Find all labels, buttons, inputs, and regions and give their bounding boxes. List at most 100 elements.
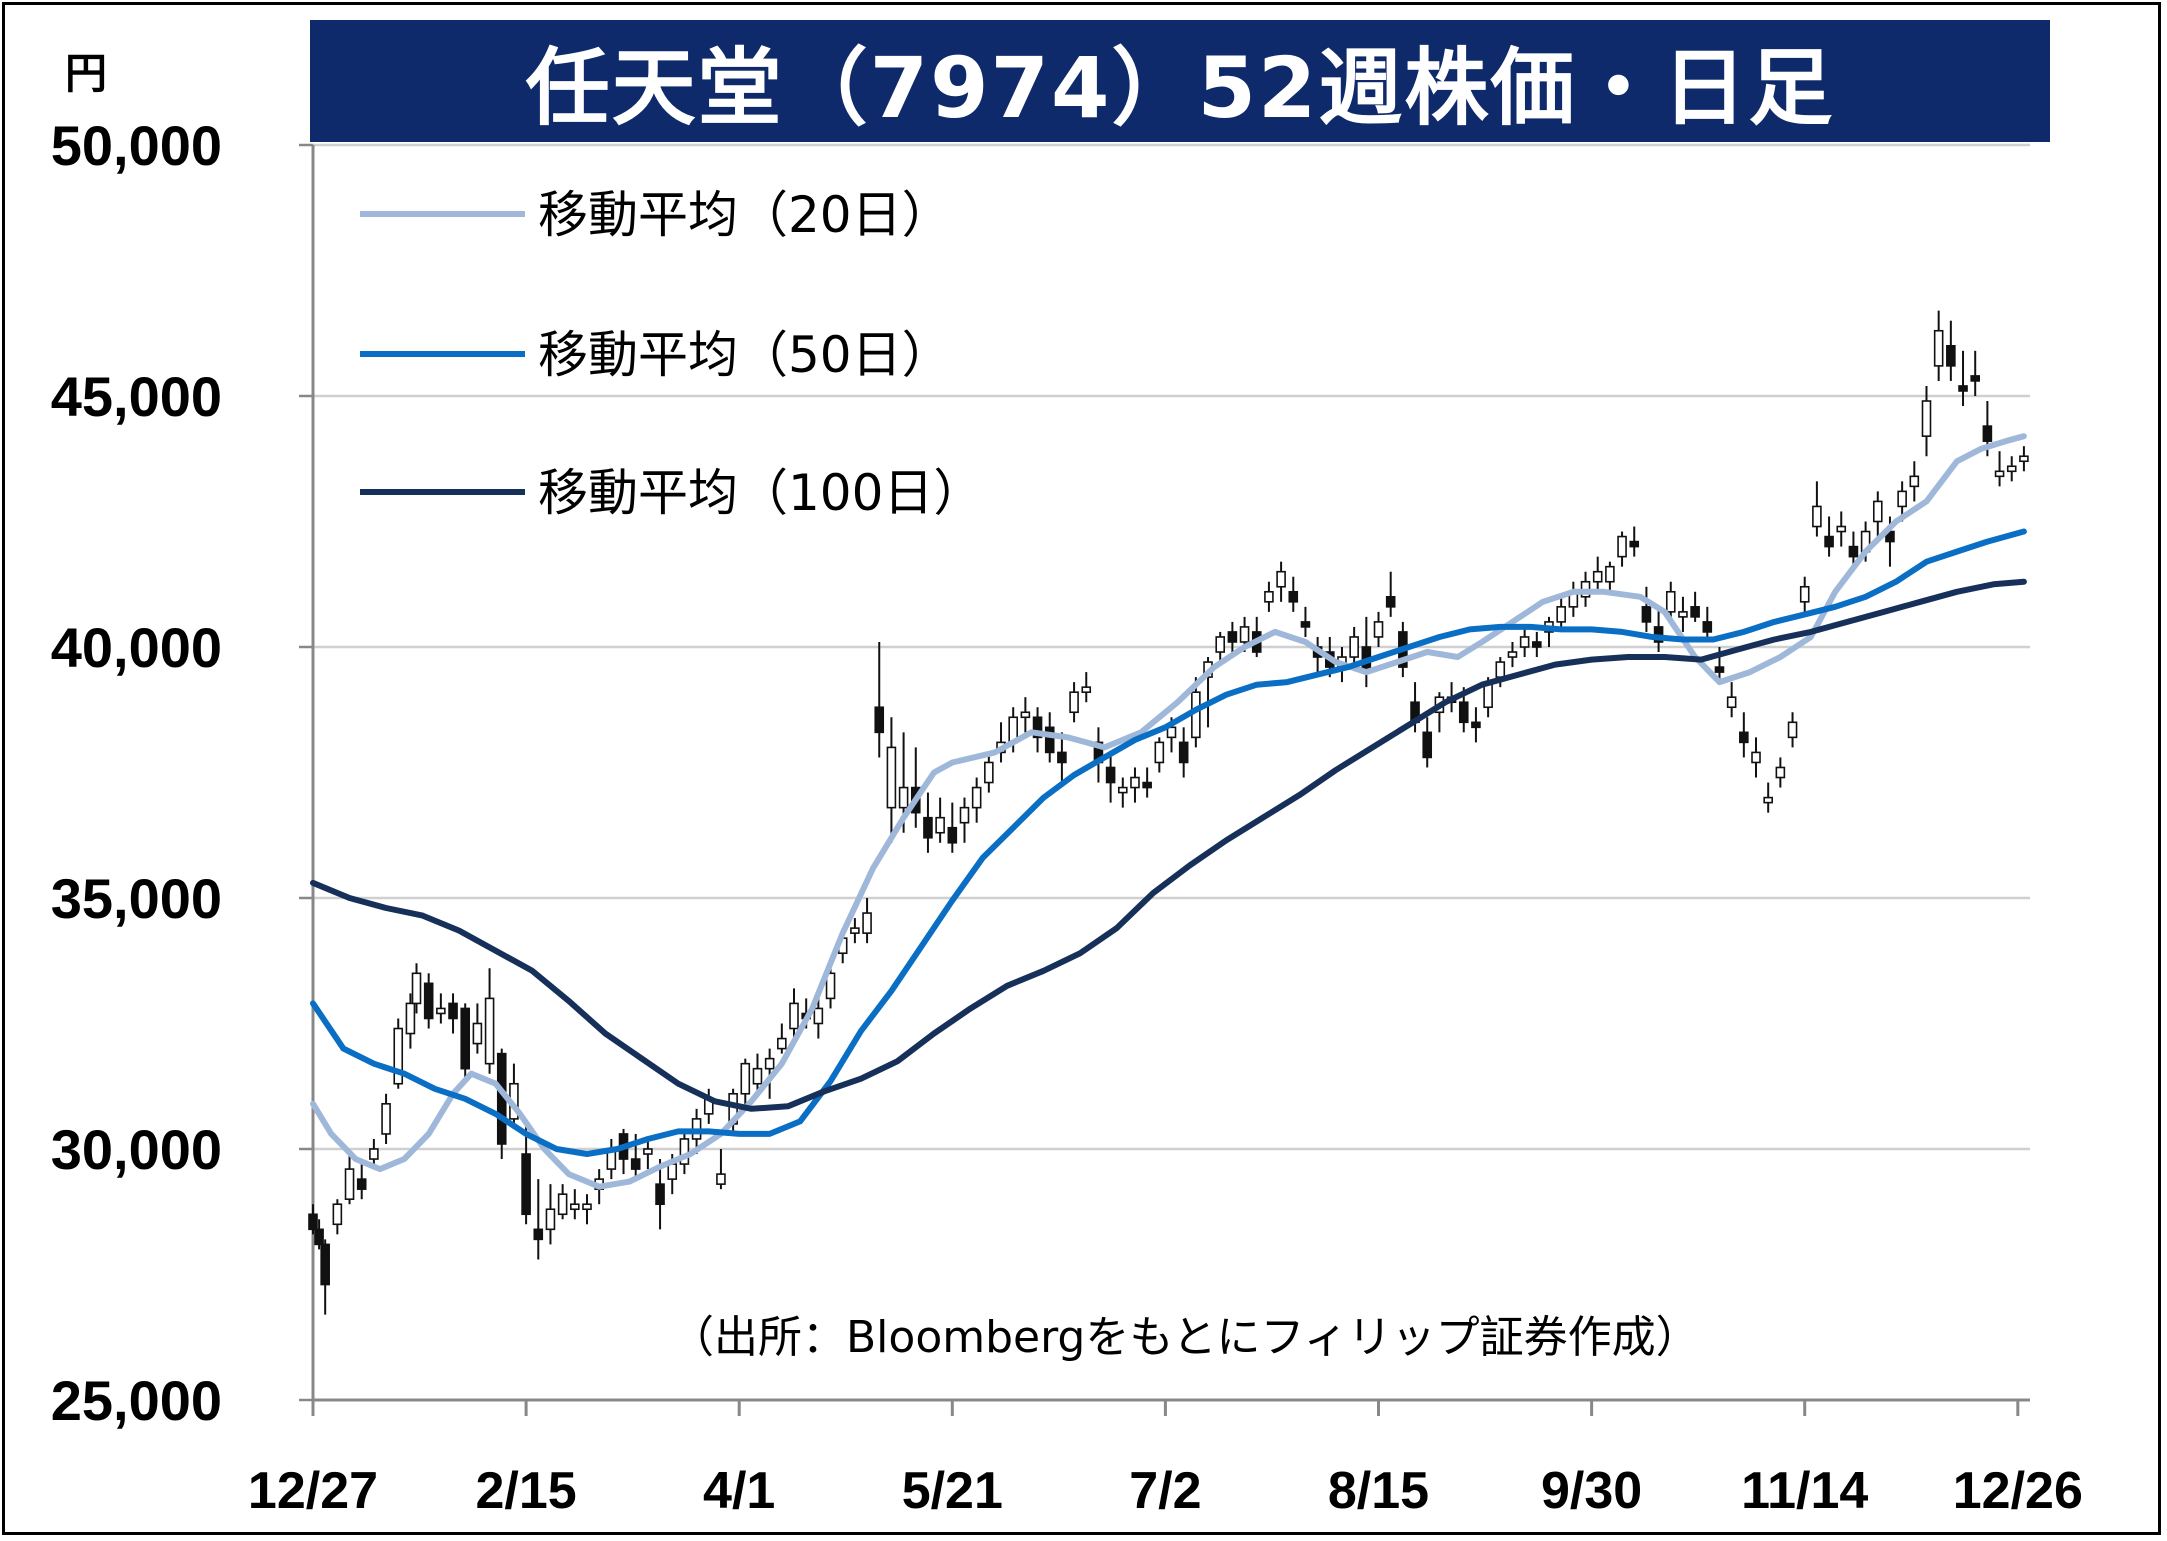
candle-body-down bbox=[1970, 375, 1981, 382]
candlestick bbox=[1665, 581, 1676, 622]
candlestick bbox=[1592, 556, 1603, 592]
candle-body-down bbox=[1629, 540, 1640, 548]
candlestick bbox=[1824, 516, 1834, 557]
candlestick bbox=[570, 1189, 580, 1220]
candle-body-up bbox=[1081, 686, 1092, 693]
legend-item: 移動平均（50日） bbox=[360, 326, 952, 384]
y-tick-label: 30,000 bbox=[51, 1118, 222, 1181]
candle-body-up bbox=[1787, 721, 1798, 739]
candle-body-down bbox=[1702, 621, 1713, 633]
candle-body-up bbox=[1154, 741, 1165, 764]
candlestick bbox=[460, 1003, 471, 1079]
candlestick bbox=[496, 1048, 507, 1160]
candlestick bbox=[1154, 737, 1165, 773]
candle-body-down bbox=[320, 1243, 330, 1286]
candle-body-up bbox=[1349, 636, 1359, 658]
candlestick bbox=[1069, 682, 1079, 723]
candle-body-down bbox=[423, 982, 434, 1020]
candle-body-down bbox=[1178, 741, 1189, 764]
candlestick bbox=[320, 1239, 330, 1315]
candle-body-up bbox=[369, 1148, 379, 1160]
candlestick bbox=[405, 993, 416, 1049]
candlestick bbox=[777, 1023, 787, 1054]
candlestick bbox=[1568, 581, 1579, 617]
candlestick bbox=[886, 717, 897, 843]
candle-body-up bbox=[862, 912, 872, 934]
x-tick-label: 12/27 bbox=[248, 1462, 378, 1520]
candle-body-up bbox=[1921, 400, 1932, 437]
candle-body-down bbox=[923, 816, 933, 839]
candle-body-down bbox=[1227, 631, 1238, 643]
candle-body-down bbox=[1422, 731, 1433, 759]
candle-body-down bbox=[1714, 666, 1725, 673]
candlestick bbox=[935, 797, 945, 843]
candlestick bbox=[862, 898, 872, 944]
candle-body-up bbox=[1215, 636, 1226, 653]
candle-body-up bbox=[1519, 636, 1530, 648]
legend: 移動平均（20日） 移動平均（50日） 移動平均（100日） bbox=[360, 186, 983, 522]
candlestick bbox=[423, 973, 434, 1029]
candle-body-down bbox=[1471, 721, 1481, 729]
candle-body-down bbox=[314, 1228, 324, 1246]
y-tick-label: 45,000 bbox=[51, 365, 222, 428]
candlestick bbox=[1775, 757, 1786, 788]
candle-body-up bbox=[1726, 696, 1737, 709]
candle-body-up bbox=[1373, 621, 1384, 638]
candle-body-up bbox=[716, 1173, 726, 1185]
candle-body-down bbox=[1300, 621, 1311, 628]
legend-label: 移動平均（100日） bbox=[538, 464, 983, 522]
candlestick bbox=[1970, 350, 1981, 396]
candlestick bbox=[1105, 752, 1116, 803]
candle-body-up bbox=[777, 1037, 787, 1050]
candlestick bbox=[1812, 481, 1822, 537]
candle-body-up bbox=[484, 997, 495, 1065]
candle-body-down bbox=[1641, 606, 1652, 623]
candle-body-down bbox=[533, 1228, 544, 1241]
y-tick-label: 50,000 bbox=[51, 114, 222, 177]
candle-body-up bbox=[1264, 590, 1274, 603]
candle-body-down bbox=[1824, 535, 1834, 548]
x-tick-label: 11/14 bbox=[1741, 1462, 1868, 1520]
candlestick bbox=[332, 1199, 343, 1235]
candle-body-down bbox=[356, 1178, 367, 1190]
legend-item: 移動平均（100日） bbox=[360, 464, 983, 522]
candle-body-up bbox=[393, 1027, 404, 1085]
x-axis: 12/27 2/15 4/1 5/21 7/2 8/15 9/30 11/14 12/26 bbox=[248, 145, 2083, 1520]
candlestick bbox=[1763, 782, 1773, 813]
candlestick bbox=[1081, 672, 1092, 703]
candlestick bbox=[1032, 707, 1043, 753]
candle-body-down bbox=[1958, 385, 1968, 392]
candlestick bbox=[1373, 611, 1384, 647]
candlestick bbox=[1690, 591, 1700, 622]
candle-body-up bbox=[557, 1193, 568, 1216]
candle-body-down bbox=[1739, 731, 1749, 744]
x-tick-label: 4/1 bbox=[703, 1462, 775, 1520]
candle-body-down bbox=[1532, 641, 1542, 648]
candlestick bbox=[1933, 310, 1944, 381]
candle-body-down bbox=[1288, 590, 1299, 603]
candle-body-up bbox=[984, 761, 994, 784]
candle-body-down bbox=[1385, 595, 1396, 608]
candle-body-up bbox=[436, 1007, 446, 1015]
candlestick bbox=[1519, 626, 1530, 658]
candlestick bbox=[764, 1048, 775, 1099]
candle-body-up bbox=[411, 972, 422, 1005]
candle-body-up bbox=[643, 1148, 653, 1155]
grid-lines bbox=[313, 143, 2030, 1151]
candle-body-up bbox=[1812, 505, 1822, 528]
candlestick bbox=[850, 918, 860, 944]
candle-body-down bbox=[1848, 545, 1859, 558]
candle-body-up bbox=[752, 1067, 763, 1085]
candlestick bbox=[411, 963, 422, 1014]
candle-body-up bbox=[740, 1062, 751, 1095]
candlestick bbox=[472, 1003, 483, 1054]
y-tick-label: 25,000 bbox=[51, 1369, 222, 1432]
candle-body-down bbox=[1105, 766, 1116, 784]
candlestick bbox=[2019, 446, 2029, 472]
candlestick bbox=[1605, 561, 1615, 592]
candlestick bbox=[314, 1219, 324, 1250]
candle-body-down bbox=[308, 1213, 318, 1231]
candle-body-down bbox=[1032, 716, 1043, 739]
candlestick bbox=[1507, 641, 1518, 668]
